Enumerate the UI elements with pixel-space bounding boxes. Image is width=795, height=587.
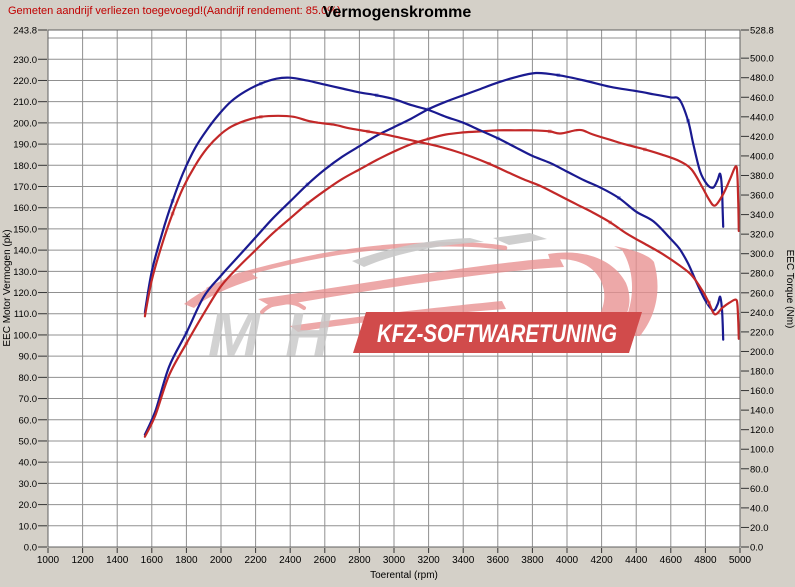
x-tick-label: 4400: [625, 555, 648, 566]
y-right-tick-label: 220.0: [750, 327, 774, 338]
x-tick-label: 1400: [106, 555, 129, 566]
y-right-tick-label: 160.0: [750, 386, 774, 397]
x-tick-label: 4600: [660, 555, 683, 566]
x-tick-label: 2400: [279, 555, 302, 566]
plot-border: [47, 29, 741, 548]
y-right-tick-label: 340.0: [750, 210, 774, 221]
y-left-tick-label: 130.0: [13, 267, 37, 278]
y-right-tick-label: 60.0: [750, 484, 769, 495]
x-tick-label: 5000: [729, 555, 752, 566]
windshield-swoosh: [352, 233, 547, 267]
y-right-tick-label: 260.0: [750, 288, 774, 299]
x-tick-label: 3200: [417, 555, 440, 566]
y-right-tick-label: 240.0: [750, 308, 774, 319]
y-left-tick-label: 0.0: [24, 543, 37, 554]
y-left-tick-label: 30.0: [19, 479, 38, 490]
watermark-banner: [353, 312, 642, 353]
axis-ticks: 243.8 230.0 220.0 210.0 200.0 190.0 180.0 170.0…: [13, 26, 774, 567]
y-right-tick-label: 0.0: [750, 543, 763, 554]
drivetrain-loss-note: Gemeten aandrijf verliezen toegevoegd!(A…: [8, 5, 341, 17]
x-tick-label: 1200: [71, 555, 94, 566]
y-right-tick-label: 300.0: [750, 249, 774, 260]
y-right-tick-label: 440.0: [750, 112, 774, 123]
y-left-tick-label: 140.0: [13, 246, 37, 257]
curve-power-red: [143, 128, 740, 438]
y-left-tick-label: 60.0: [19, 415, 38, 426]
y-right-tick-label: 500.0: [750, 54, 774, 65]
x-tick-label: 1800: [175, 555, 198, 566]
x-tick-label: 3600: [487, 555, 510, 566]
y-left-tick-label: 220.0: [13, 76, 37, 87]
x-tick-label: 4200: [590, 555, 613, 566]
y-left-tick-label: 110.0: [14, 309, 37, 320]
y-left-tick-label: 90.0: [19, 352, 38, 363]
curve-power-blue: [143, 71, 725, 436]
curve-torque-red: [143, 114, 740, 340]
y-axis-right-title: EEC Torque (Nm): [784, 250, 795, 329]
curves: [143, 71, 740, 438]
x-tick-label: 3400: [452, 555, 475, 566]
y-right-tick-label: 20.0: [750, 523, 769, 534]
y-right-tick-label: 460.0: [750, 93, 774, 104]
y-left-tick-label: 120.0: [13, 288, 37, 299]
x-axis-title: Toerental (rpm): [370, 570, 438, 581]
y-right-tick-label: 528.8: [750, 26, 774, 37]
y-left-tick-label: 180.0: [13, 161, 37, 172]
chart-title: Vermogenskromme: [323, 4, 472, 21]
y-right-tick-label: 420.0: [750, 132, 774, 143]
y-right-tick-label: 140.0: [750, 406, 774, 417]
x-tick-label: 1600: [141, 555, 164, 566]
y-right-tick-label: 80.0: [750, 464, 769, 475]
y-left-tick-label: 243.8: [13, 26, 37, 37]
x-tick-label: 2600: [314, 555, 337, 566]
y-right-tick-label: 360.0: [750, 191, 774, 202]
y-left-tick-label: 160.0: [13, 203, 37, 214]
y-right-tick-label: 320.0: [750, 230, 774, 241]
y-axis-left-title: EEC Motor Vermogen (pk): [2, 229, 13, 346]
x-tick-label: 4000: [556, 555, 579, 566]
y-left-tick-label: 50.0: [19, 436, 38, 447]
y-right-tick-label: 120.0: [750, 425, 774, 436]
y-left-tick-label: 190.0: [13, 140, 37, 151]
y-left-tick-label: 20.0: [19, 500, 38, 511]
y-left-tick-label: 230.0: [13, 55, 37, 66]
x-tick-label: 2800: [348, 555, 371, 566]
y-left-tick-label: 10.0: [19, 521, 38, 532]
y-left-tick-label: 150.0: [13, 224, 37, 235]
x-tick-label: 4800: [694, 555, 717, 566]
y-right-tick-label: 380.0: [750, 171, 774, 182]
y-right-tick-label: 200.0: [750, 347, 774, 358]
y-left-tick-label: 200.0: [13, 118, 37, 129]
x-tick-label: 1000: [37, 555, 60, 566]
y-right-tick-label: 480.0: [750, 73, 774, 84]
y-right-tick-label: 40.0: [750, 503, 769, 514]
y-right-tick-label: 180.0: [750, 367, 774, 378]
y-left-tick-label: 100.0: [13, 330, 37, 341]
y-left-tick-label: 170.0: [13, 182, 37, 193]
gridlines: [48, 30, 740, 547]
y-right-tick-label: 100.0: [750, 445, 774, 456]
x-tick-label: 2200: [244, 555, 267, 566]
y-left-tick-label: 40.0: [19, 458, 38, 469]
x-tick-label: 3800: [521, 555, 544, 566]
x-tick-label: 2000: [210, 555, 233, 566]
y-left-tick-label: 70.0: [19, 394, 38, 405]
watermark-banner-text: KFZ-SOFTWARETUNING: [377, 320, 617, 348]
x-tick-label: 3000: [383, 555, 406, 566]
y-right-tick-label: 400.0: [750, 151, 774, 162]
y-left-tick-label: 80.0: [19, 373, 38, 384]
y-left-tick-label: 210.0: [13, 97, 37, 108]
y-right-tick-label: 280.0: [750, 269, 774, 280]
